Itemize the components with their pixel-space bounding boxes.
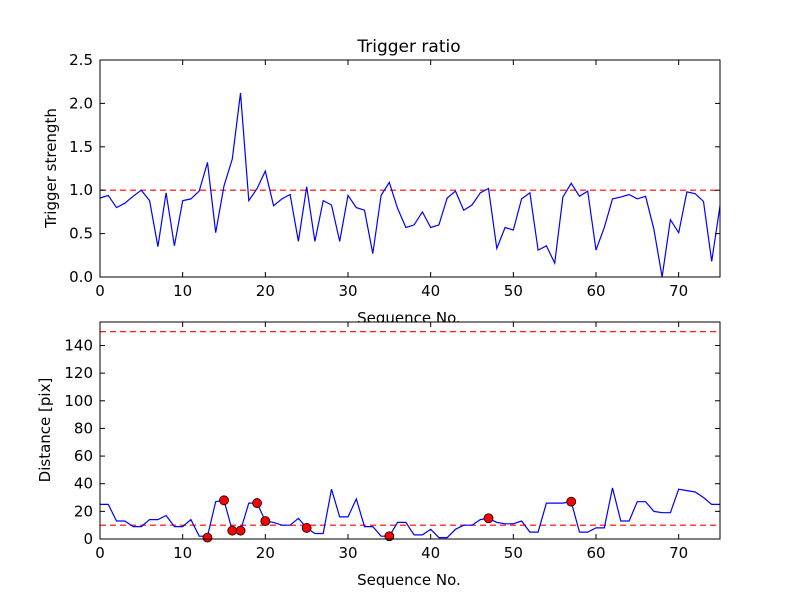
top-y-tick-label: 2.5: [69, 51, 93, 69]
top-x-tick-label: 70: [669, 282, 688, 300]
top-y-tick-label: 1.0: [69, 181, 93, 199]
bottom-y-tick-label: 140: [64, 336, 93, 354]
bottom-y-tick-label: 0: [83, 530, 93, 548]
top-y-tick-label: 0.0: [69, 268, 93, 286]
top-chart-title: Trigger ratio: [356, 37, 460, 57]
top-x-tick-label: 10: [173, 282, 192, 300]
bottom-x-tick-label: 50: [504, 544, 523, 562]
top-x-tick-label: 50: [504, 282, 523, 300]
bottom-x-tick-label: 40: [421, 544, 440, 562]
flagged-point: [260, 516, 271, 526]
top-x-tick-label: 60: [586, 282, 605, 300]
bottom-y-tick-label: 120: [64, 364, 93, 382]
bottom-y-tick-label: 80: [74, 419, 93, 437]
top-y-tick-label: 0.5: [69, 225, 93, 243]
top-x-tick-label: 40: [421, 282, 440, 300]
bottom-x-tick-label: 0: [95, 544, 105, 562]
flagged-point: [252, 498, 262, 508]
flagged-point: [301, 523, 312, 533]
top-plot-area: [100, 60, 720, 277]
top-x-tick-label: 30: [338, 282, 357, 300]
trigger-strength-line: [99, 92, 721, 278]
bottom-y-tick-label: 20: [74, 502, 93, 520]
top-y-tick-label: 1.5: [69, 138, 93, 156]
flagged-point: [384, 531, 395, 542]
bottom-x-tick-label: 70: [669, 544, 688, 562]
bottom-x-axis-label: Sequence No.: [357, 571, 461, 589]
top-x-tick-label: 20: [256, 282, 275, 300]
flagged-point: [235, 525, 246, 536]
top-y-axis-label: Trigger strength: [42, 108, 60, 229]
top-plot-frame: [99, 59, 721, 278]
flagged-point: [566, 496, 577, 507]
distance-panel: 0 10 20 30 40 50 60 70 0 20 40 60 80 100 120 140 Seque…: [36, 321, 721, 589]
bottom-y-tick-label: 100: [64, 392, 93, 410]
flagged-point: [219, 495, 229, 506]
top-y-tick-label: 2.0: [69, 94, 93, 112]
bottom-y-axis-label: Distance [pix]: [36, 378, 54, 483]
bottom-x-tick-label: 60: [586, 544, 605, 562]
flagged-point: [202, 532, 213, 543]
bottom-plot-frame: [99, 321, 721, 540]
bottom-y-tick-label: 40: [74, 475, 93, 493]
top-x-tick-label: 0: [95, 282, 105, 300]
bottom-x-tick-label: 10: [173, 544, 192, 562]
flagged-point: [227, 525, 238, 536]
bottom-x-tick-label: 30: [338, 544, 357, 562]
trigger-ratio-panel: Trigger ratio 0 10 20 30 40 50 60 70 0.0 0.5 1.0 1…: [42, 37, 721, 327]
bottom-plot-area: [100, 322, 720, 539]
bottom-x-tick-label: 20: [256, 544, 275, 562]
flagged-point: [483, 513, 494, 524]
bottom-y-tick-label: 60: [74, 447, 93, 465]
